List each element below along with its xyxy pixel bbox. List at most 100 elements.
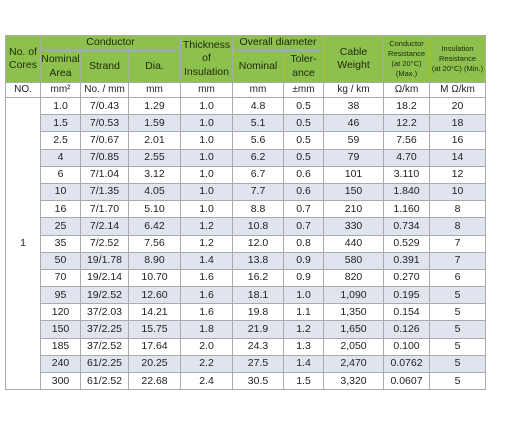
data-cell: 14.21 bbox=[128, 303, 181, 322]
data-cell: 79 bbox=[323, 148, 384, 167]
unit-cell: NO. bbox=[5, 82, 41, 98]
data-cell: 5.1 bbox=[232, 114, 284, 133]
data-cell: 1.2 bbox=[283, 320, 324, 339]
data-cell: 6.7 bbox=[232, 165, 284, 184]
data-cell: 8 bbox=[429, 217, 486, 236]
data-cell: 1.2 bbox=[180, 234, 233, 253]
data-cell: 70 bbox=[40, 268, 81, 288]
header-cell: Nominal bbox=[232, 50, 284, 83]
table-row: 150 37/2.25 15.75 1.8 21.9 1.2 1,650 0.126 5 bbox=[6, 320, 486, 339]
data-cell: 1.4 bbox=[180, 251, 233, 270]
data-cell: 1,090 bbox=[323, 286, 384, 305]
data-cell: 10.8 bbox=[232, 217, 284, 236]
data-cell: 16 bbox=[40, 200, 81, 219]
data-cell: 12.2 bbox=[383, 114, 430, 133]
data-cell: 2,470 bbox=[323, 354, 384, 374]
data-cell: 0.0762 bbox=[383, 354, 430, 374]
data-cell: 0.529 bbox=[383, 234, 430, 253]
data-cell: 1.0 bbox=[180, 148, 233, 167]
data-cell: 240 bbox=[40, 354, 81, 374]
data-cell: 0.195 bbox=[383, 286, 430, 305]
header-cell: Nominal Area bbox=[40, 50, 81, 83]
data-cell: 580 bbox=[323, 251, 384, 270]
data-cell: 4 bbox=[40, 148, 81, 167]
data-cell: 8.90 bbox=[128, 251, 181, 270]
data-cell: 2.5 bbox=[40, 131, 81, 150]
header-cell: Thickness of Insulation bbox=[180, 35, 233, 83]
data-cell: 8 bbox=[429, 200, 486, 219]
data-cell: 7/0.85 bbox=[80, 148, 129, 167]
data-cell: 59 bbox=[323, 131, 384, 150]
data-cell: 1.6 bbox=[180, 268, 233, 288]
unit-cell: M Ω/km bbox=[429, 82, 486, 98]
data-cell: 18 bbox=[429, 114, 486, 133]
data-cell: 5 bbox=[429, 286, 486, 305]
table-row: 300 61/2.52 22.68 2.4 30.5 1.5 3,320 0.0607 5 bbox=[6, 371, 486, 391]
table-row: 50 19/1.78 8.90 1.4 13.8 0.9 580 0.391 7 bbox=[6, 251, 486, 270]
data-cell: 1.6 bbox=[180, 303, 233, 322]
header-cell: Toler- ance bbox=[283, 50, 324, 83]
data-cell: 440 bbox=[323, 234, 384, 253]
table-row: 16 7/1.70 5.10 1.0 8.8 0.7 210 1.160 8 bbox=[6, 200, 486, 219]
data-cell: 0.5 bbox=[283, 148, 324, 167]
data-cell: 5 bbox=[429, 354, 486, 374]
data-cell: 0.9 bbox=[283, 251, 324, 270]
data-cell: 0.8 bbox=[283, 234, 324, 253]
data-cell: 7.7 bbox=[232, 182, 284, 202]
data-cell: 7/0.67 bbox=[80, 131, 129, 150]
data-cell: 3.12 bbox=[128, 165, 181, 184]
data-cell: 16 bbox=[429, 131, 486, 150]
data-cell: 1.0 bbox=[180, 165, 233, 184]
data-cell: 185 bbox=[40, 337, 81, 356]
data-cell: 27.5 bbox=[232, 354, 284, 374]
data-cell: 2,050 bbox=[323, 337, 384, 356]
table-row: 2.5 7/0.67 2.01 1.0 5.6 0.5 59 7.56 16 bbox=[6, 131, 486, 150]
data-cell: 5.6 bbox=[232, 131, 284, 150]
data-cell: 7/0.43 bbox=[80, 96, 129, 116]
data-cell: 5 bbox=[429, 303, 486, 322]
data-cell: 1.8 bbox=[180, 320, 233, 339]
data-cell: 3.110 bbox=[383, 165, 430, 184]
data-cell: 10 bbox=[40, 182, 81, 202]
data-cell: 61/2.25 bbox=[80, 354, 129, 374]
table-row: 70 19/2.14 10.70 1.6 16.2 0.9 820 0.270 6 bbox=[6, 268, 486, 288]
header-cell: No. of Cores bbox=[5, 35, 41, 83]
data-cell: 7.56 bbox=[383, 131, 430, 150]
data-cell: 37/2.25 bbox=[80, 320, 129, 339]
data-cell: 35 bbox=[40, 234, 81, 253]
data-cell: 37/2.03 bbox=[80, 303, 129, 322]
data-cell: 50 bbox=[40, 251, 81, 270]
data-cell: 1.2 bbox=[180, 217, 233, 236]
data-cell: 7/1.04 bbox=[80, 165, 129, 184]
data-cell: 820 bbox=[323, 268, 384, 288]
data-cell: 1.4 bbox=[283, 354, 324, 374]
data-cell: 19.8 bbox=[232, 303, 284, 322]
data-cell: 25 bbox=[40, 217, 81, 236]
unit-cell: ±mm bbox=[283, 82, 324, 98]
table-row: 1.5 7/0.53 1.59 1.0 5.1 0.5 46 12.2 18 bbox=[6, 114, 486, 133]
data-cell: 7 bbox=[429, 234, 486, 253]
data-cell: 18.1 bbox=[232, 286, 284, 305]
data-cell: 7 bbox=[429, 251, 486, 270]
data-cell: 18.2 bbox=[383, 96, 430, 116]
data-cell: 4.05 bbox=[128, 182, 181, 202]
data-cell: 1.5 bbox=[283, 371, 324, 391]
data-cell: 61/2.52 bbox=[80, 371, 129, 391]
data-cell: 6.2 bbox=[232, 148, 284, 167]
table-row: No. of Cores Conductor Thickness of Insula… bbox=[5, 35, 486, 83]
data-cell: 3,320 bbox=[323, 371, 384, 391]
data-cell: 19/1.78 bbox=[80, 251, 129, 270]
data-cell: 17.64 bbox=[128, 337, 181, 356]
data-cell: 0.0607 bbox=[383, 371, 430, 391]
data-cell: 1.29 bbox=[128, 96, 181, 116]
data-cell: 1.0 bbox=[180, 96, 233, 116]
data-cell: 6 bbox=[429, 268, 486, 288]
data-cell: 210 bbox=[323, 200, 384, 219]
table-row: 185 37/2.52 17.64 2.0 24.3 1.3 2,050 0.100 5 bbox=[6, 337, 486, 356]
data-cell: 4.8 bbox=[232, 96, 284, 116]
unit-cell: mm bbox=[128, 82, 181, 98]
data-cell: 10.70 bbox=[128, 268, 181, 288]
data-cell: 12.0 bbox=[232, 234, 284, 253]
table-row: 25 7/2.14 6.42 1.2 10.8 0.7 330 0.734 8 bbox=[6, 217, 486, 236]
